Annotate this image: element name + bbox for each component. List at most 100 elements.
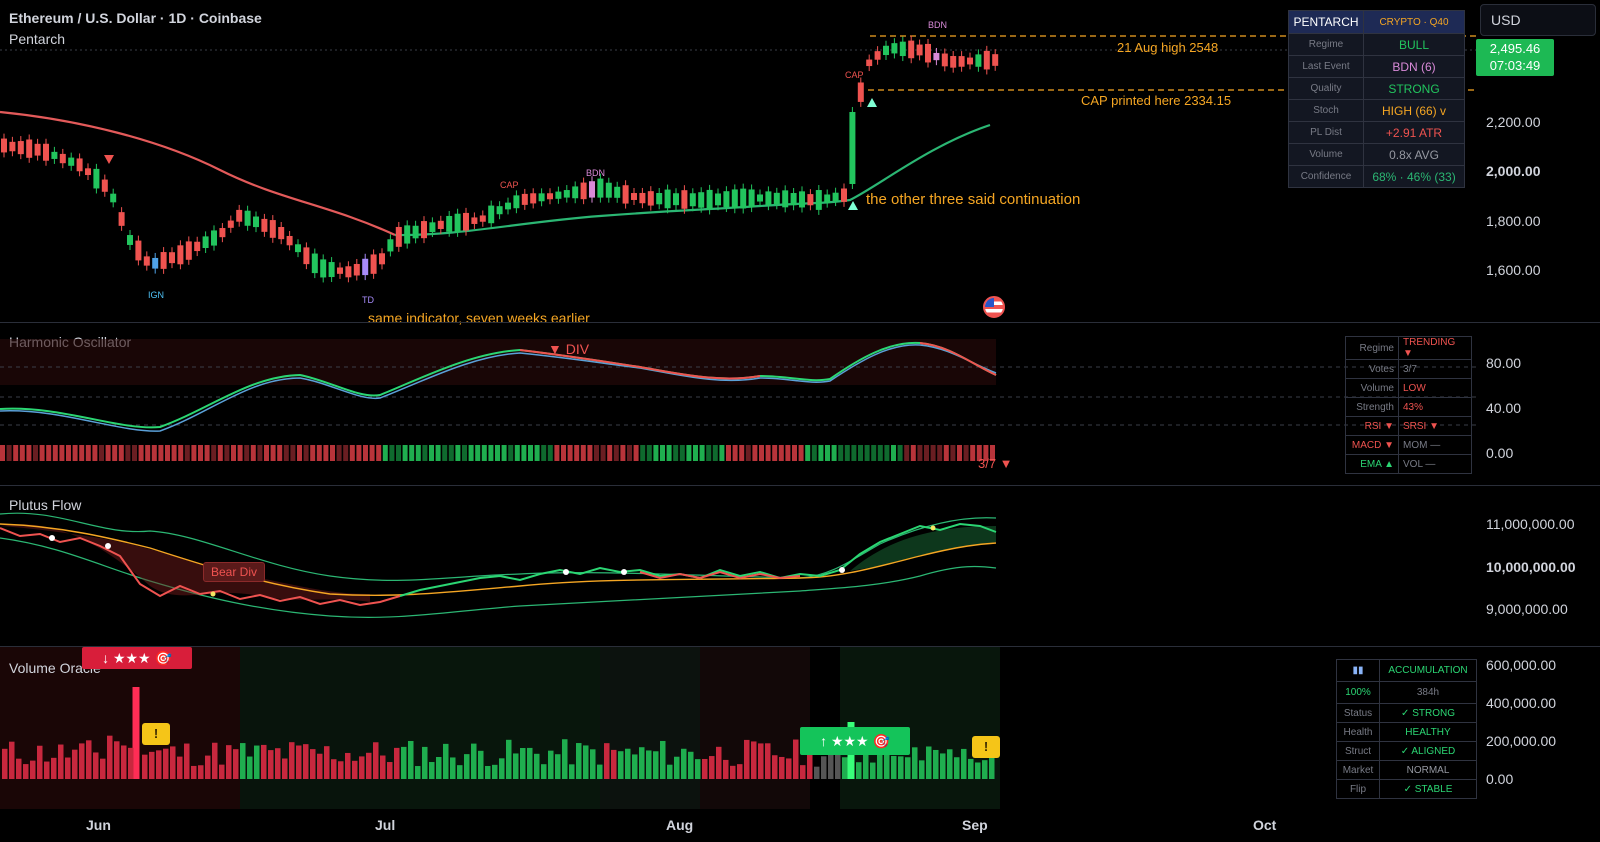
- volume-table-key: Status: [1336, 703, 1380, 723]
- volume-bar: [877, 748, 883, 779]
- candle-body: [51, 151, 58, 159]
- indicator-name[interactable]: Pentarch: [9, 31, 66, 47]
- histogram-bar: [970, 445, 976, 461]
- price-axis[interactable]: 2,200.00 2,000.00 1,800.00 1,600.00: [1476, 0, 1600, 322]
- volume-bar: [548, 750, 554, 779]
- histogram-bar: [534, 445, 540, 461]
- warning-icon: !: [972, 736, 1000, 758]
- volume-bar: [702, 758, 708, 779]
- candle-body: [580, 182, 587, 200]
- oscillator-value: TRENDING ▼: [1398, 336, 1472, 360]
- flow-chart[interactable]: [0, 486, 1476, 646]
- volume-bar: [520, 748, 526, 779]
- histogram-bar: [382, 445, 388, 461]
- volume-bar: [121, 745, 127, 779]
- volume-bar: [156, 750, 162, 779]
- volume-table-value: NORMAL: [1379, 760, 1477, 780]
- oscillator-axis[interactable]: 80.00 40.00 0.00: [1476, 323, 1600, 485]
- oscillator-value: 3/7: [1398, 359, 1472, 379]
- volume-bar: [128, 747, 134, 779]
- candle-body: [404, 225, 411, 244]
- time-axis[interactable]: Jun Jul Aug Sep Oct: [0, 809, 1476, 842]
- oscillator-chart[interactable]: [0, 323, 1476, 485]
- histogram-bar: [547, 445, 553, 461]
- flow-tick: 11,000,000.00: [1486, 516, 1575, 532]
- oscillator-value: LOW: [1398, 378, 1472, 398]
- histogram-bar: [99, 445, 104, 461]
- volume-chart[interactable]: [0, 647, 1476, 809]
- pentarch-value: 68% · 46% (33): [1363, 165, 1465, 188]
- pentarch-subtitle: CRYPTO · Q40: [1363, 10, 1465, 34]
- candle-body: [236, 209, 243, 222]
- pane-divider[interactable]: [0, 322, 1600, 323]
- volume-bar: [471, 743, 477, 779]
- histogram-bar: [389, 445, 395, 461]
- volume-table: ▮▮ ACCUMULATION 100% 384h Status ✓ STRONG…: [1336, 659, 1477, 799]
- pentarch-table: PENTARCH CRYPTO · Q40 Regime BULL Last Eve…: [1288, 10, 1465, 188]
- histogram-bar: [6, 445, 12, 461]
- histogram-bar: [217, 445, 223, 461]
- price-chart[interactable]: [0, 0, 1476, 322]
- pentarch-value: HIGH (66) v: [1363, 99, 1465, 122]
- histogram-bar: [343, 445, 349, 461]
- pentarch-key: Stoch: [1288, 99, 1364, 122]
- annotation-cap: CAP printed here 2334.15: [1081, 93, 1232, 108]
- volume-bar: [72, 749, 78, 779]
- histogram-bar: [798, 445, 804, 461]
- histogram-bar: [363, 445, 368, 461]
- volume-bar: [100, 758, 106, 779]
- histogram-bar: [462, 445, 467, 461]
- price-tick: 1,600.00: [1486, 262, 1541, 278]
- histogram-bar: [349, 445, 355, 461]
- pane-divider[interactable]: [0, 485, 1600, 486]
- volume-bar: [205, 755, 211, 779]
- histogram-bar: [891, 445, 896, 461]
- volume-bar: [786, 758, 792, 779]
- current-price: 2,495.46: [1489, 41, 1541, 56]
- flag-icon[interactable]: [983, 296, 1005, 318]
- candle-body: [227, 220, 234, 228]
- volume-bar: [44, 761, 50, 779]
- volume-bar: [625, 748, 631, 779]
- candle-body: [782, 190, 789, 208]
- candle-body: [26, 139, 33, 158]
- flow-title[interactable]: Plutus Flow: [9, 497, 82, 513]
- pentarch-row: Last Event BDN (6): [1288, 55, 1465, 78]
- votes-badge: 3/7 ▼: [978, 456, 1013, 471]
- volume-bar: [828, 749, 834, 779]
- flow-dot: [563, 569, 569, 575]
- histogram-bar: [778, 445, 784, 461]
- volume-axis[interactable]: 600,000.00 400,000.00 200,000.00 0.00: [1476, 647, 1600, 809]
- oscillator-tick: 40.00: [1486, 400, 1522, 416]
- oscillator-key: Votes: [1345, 359, 1399, 379]
- flow-axis[interactable]: 11,000,000.00 10,000,000.00 9,000,000.00: [1476, 486, 1600, 646]
- histogram-bar: [976, 445, 982, 461]
- volume-bar: [338, 761, 344, 779]
- histogram-bar: [125, 445, 131, 461]
- candle-body: [412, 225, 419, 239]
- flow-dot: [839, 567, 845, 573]
- pane-divider[interactable]: [0, 646, 1600, 647]
- histogram-bar: [138, 445, 144, 461]
- volume-bar: [695, 759, 701, 779]
- volume-bar: [324, 746, 330, 779]
- candle-body: [521, 193, 528, 205]
- volume-bar: [688, 751, 694, 779]
- volume-bar: [737, 764, 743, 779]
- symbol-title[interactable]: Ethereum / U.S. Dollar · 1D · Coinbase: [9, 10, 262, 26]
- volume-title[interactable]: Volume Oracle: [9, 660, 101, 676]
- volume-bar: [933, 749, 939, 779]
- oscillator-row: MACD ▼ MOM —: [1345, 435, 1472, 455]
- volume-bar: [793, 739, 799, 779]
- candle-body: [958, 56, 965, 67]
- histogram-bar: [481, 445, 487, 461]
- histogram-bar: [145, 445, 151, 461]
- oscillator-row: Regime TRENDING ▼: [1345, 336, 1472, 360]
- currency-selector[interactable]: USD: [1480, 4, 1596, 36]
- flow-dot: [621, 569, 627, 575]
- histogram-bar: [191, 445, 197, 461]
- volume-bar: [555, 754, 561, 779]
- candle-body: [1, 138, 7, 153]
- candle-body: [773, 192, 780, 205]
- candle-body: [891, 43, 898, 54]
